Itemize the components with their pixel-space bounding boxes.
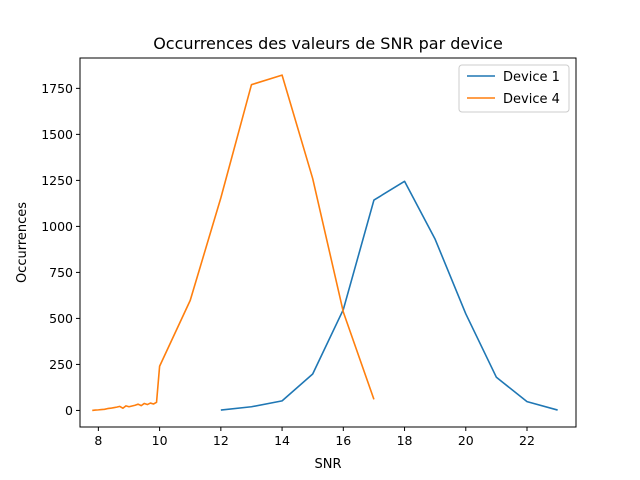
x-tick-label: 18	[397, 433, 413, 448]
y-tick-label: 1000	[41, 219, 73, 234]
x-tick-label: 16	[335, 433, 351, 448]
x-tick-label: 8	[94, 433, 102, 448]
legend: Device 1 Device 4	[458, 64, 570, 113]
x-tick-label: 20	[458, 433, 474, 448]
x-tick-label: 14	[274, 433, 290, 448]
series-layer	[92, 74, 558, 412]
legend-label: Device 1	[503, 70, 560, 85]
chart-title: Occurrences des valeurs de SNR par devic…	[153, 34, 503, 53]
y-tick-label: 1750	[41, 81, 73, 96]
y-tick-label: 500	[49, 311, 73, 326]
series-line-device-4	[92, 74, 375, 412]
y-axis-ticks: 0 250 500 750 1000 1250 1500 1750	[41, 81, 80, 418]
y-tick-label: 1500	[41, 127, 73, 142]
series-line-device-1	[220, 180, 558, 411]
x-tick-label: 10	[152, 433, 168, 448]
y-tick-label: 250	[49, 357, 73, 372]
y-tick-label: 1250	[41, 173, 73, 188]
y-axis-label: Occurrences	[15, 202, 30, 283]
x-axis-label: SNR	[314, 457, 341, 472]
y-tick-label: 750	[49, 265, 73, 280]
x-axis-ticks: 8 10 12 14 16 18 20 22	[94, 427, 535, 448]
legend-label: Device 4	[503, 92, 560, 107]
plot-frame	[79, 57, 577, 428]
y-tick-label: 0	[65, 403, 73, 418]
x-tick-label: 22	[519, 433, 535, 448]
x-tick-label: 12	[213, 433, 229, 448]
